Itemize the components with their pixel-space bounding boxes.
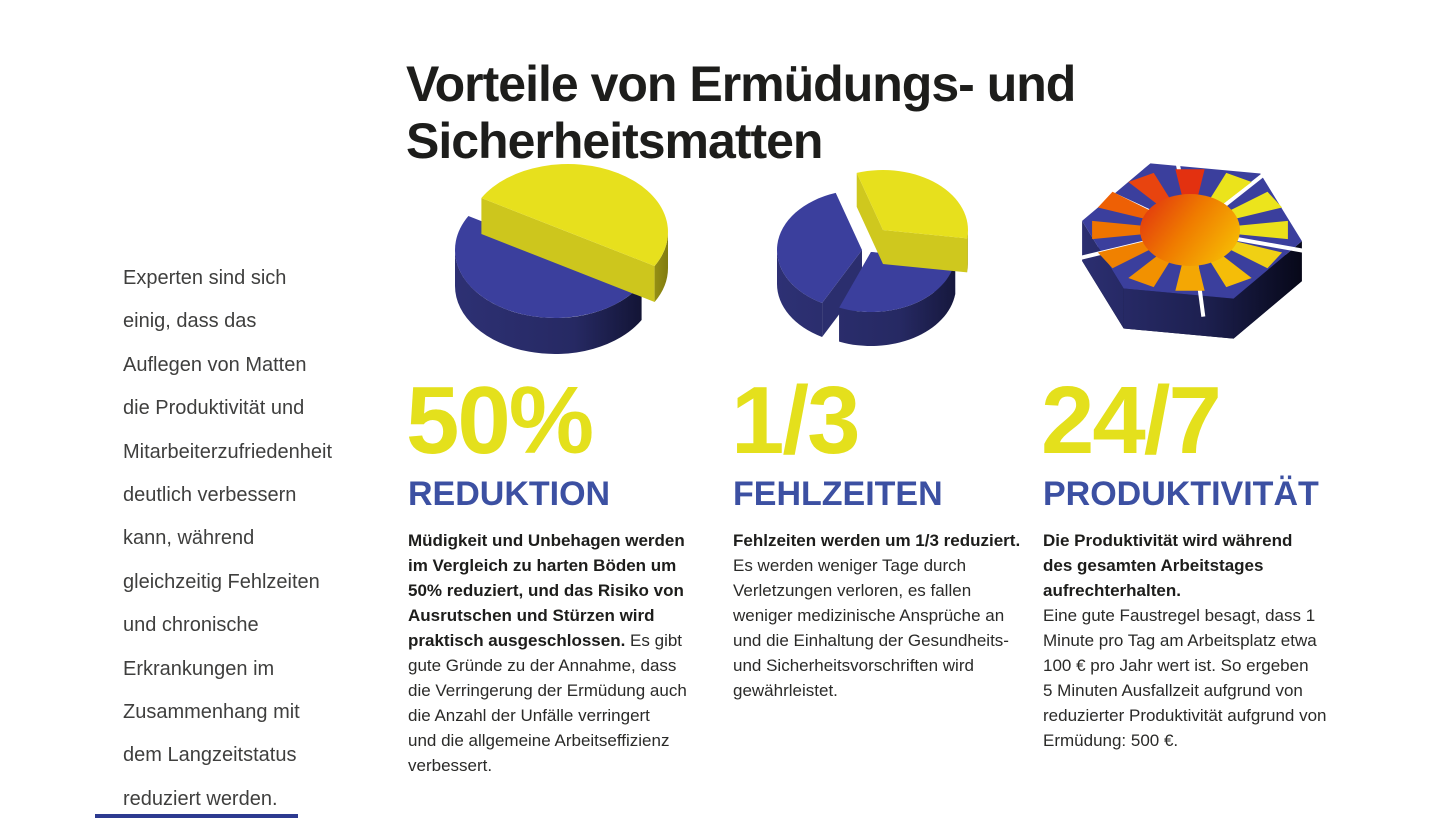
stat-text-fehlzeiten: Fehlzeiten werden um 1/3 reduziert. Es w… <box>733 528 1063 703</box>
stat-text-reduktion: Müdigkeit und Unbehagen werden im Vergle… <box>408 528 738 778</box>
stat-value-fehlzeiten: 1/3 <box>731 367 860 474</box>
stat-text-produktivitaet: Die Produktivität wird während des gesam… <box>1043 528 1373 753</box>
stat-text-reduktion-lead: Müdigkeit und Unbehagen werden im Vergle… <box>408 531 685 650</box>
stat-text-fehlzeiten-rest: Es werden weniger Tage durch Verletzunge… <box>733 556 1009 700</box>
intro-paragraph: Experten sind sich einig, dass das Aufle… <box>123 267 332 810</box>
stat-text-fehlzeiten-lead: Fehlzeiten werden um 1/3 reduziert. <box>733 531 1021 550</box>
sunburst-24-7-graphic <box>1075 150 1315 339</box>
page-title: Vorteile von Ermüdungs- und Sicherheitsm… <box>406 55 1076 169</box>
stat-label-fehlzeiten: FEHLZEITEN <box>733 475 943 513</box>
stat-text-produktivitaet-lead: Die Produktivität wird während des gesam… <box>1043 531 1293 600</box>
stat-value-produktivitaet: 24/7 <box>1041 367 1222 474</box>
page-footer-bar <box>95 814 298 818</box>
stat-text-reduktion-rest: Es gibt gute Gründe zu der Annahme, dass… <box>408 631 687 775</box>
stat-label-produktivitaet: PRODUKTIVITÄT <box>1043 475 1319 513</box>
pie-chart-50-percent <box>455 164 668 354</box>
stat-value-reduktion: 50% <box>406 367 594 474</box>
stat-label-reduktion: REDUKTION <box>408 475 611 513</box>
stat-text-produktivitaet-rest: Eine gute Faustregel besagt, dass 1 Minu… <box>1043 606 1327 750</box>
pie-chart-one-third <box>777 170 968 346</box>
